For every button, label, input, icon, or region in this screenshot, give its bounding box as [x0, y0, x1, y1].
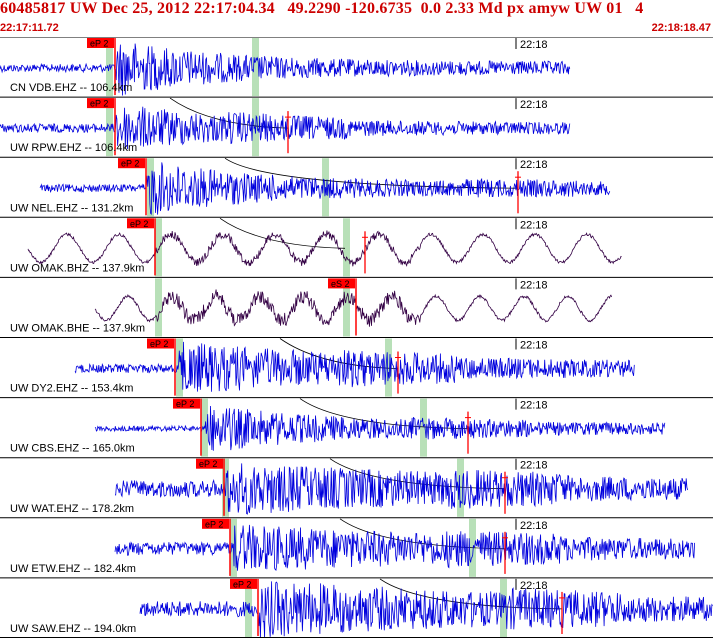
minute-label: 22:18: [520, 159, 548, 171]
waveform-trace[interactable]: [114, 463, 688, 515]
phase-pick-label: eP 2: [121, 159, 139, 169]
minute-label: 22:18: [520, 520, 548, 532]
minute-label: 22:18: [520, 219, 548, 231]
station-label: UW DY2.EHZ -- 153.4km: [10, 383, 133, 395]
waveform-trace[interactable]: [74, 341, 635, 392]
time-window-marker: [147, 158, 154, 217]
trace-panel[interactable]: 22:18 eP 2 CN VDB.EHZ -- 106.4km: [0, 37, 713, 97]
station-label: UW OMAK.BHZ -- 137.9km: [10, 262, 144, 274]
waveform-trace[interactable]: [114, 524, 695, 571]
phase-pick-label: eP 2: [90, 99, 108, 109]
trace-panel[interactable]: 22:18 eP 2 UW NEL.EHZ -- 131.2km: [0, 156, 713, 217]
trace-panel[interactable]: 22:18 eP 2 UW OMAK.BHZ -- 137.9km: [0, 216, 713, 277]
trace-panel[interactable]: 22:18 eP 2 UW ETW.EHZ -- 182.4km: [0, 517, 713, 577]
time-window-marker: [385, 338, 392, 397]
station-label: CN VDB.EHZ -- 106.4km: [10, 82, 132, 94]
trace-panel[interactable]: 22:18 eP 2 UW DY2.EHZ -- 153.4km: [0, 337, 713, 397]
waveform-trace[interactable]: [94, 289, 612, 327]
time-window-marker: [343, 278, 350, 337]
minute-label: 22:18: [520, 99, 548, 111]
phase-pick-label: eP 2: [90, 39, 108, 49]
phase-pick-flag[interactable]: [328, 278, 355, 289]
phase-pick-flag[interactable]: [87, 38, 114, 48]
minute-label: 22:18: [520, 279, 548, 291]
waveform-trace[interactable]: [39, 162, 611, 215]
seismogram-header: 60485817 UW Dec 25, 2012 22:17:04.34 49.…: [0, 0, 713, 36]
waveform-trace[interactable]: [139, 581, 713, 638]
phase-pick-flag[interactable]: [230, 578, 257, 589]
station-label: UW RPW.EHZ -- 106.4km: [10, 142, 137, 154]
phase-pick-flag[interactable]: [173, 398, 200, 409]
trace-panel[interactable]: 22:18 eP 2 UW RPW.EHZ -- 106.4km: [0, 96, 713, 157]
station-label: UW OMAK.BHE -- 137.9km: [10, 323, 145, 335]
event-title: 60485817 UW Dec 25, 2012 22:17:04.34 49.…: [0, 0, 644, 17]
waveform-trace[interactable]: [27, 230, 622, 267]
time-window-marker: [343, 218, 350, 277]
waveform-trace[interactable]: [0, 106, 571, 150]
phase-pick-label: eS 2: [331, 279, 350, 289]
phase-pick-label: eP 2: [199, 459, 217, 469]
phase-pick-label: eP 2: [130, 219, 148, 229]
trace-panel[interactable]: 22:18 eP 2 UW SAW.EHZ -- 194.0km: [0, 577, 713, 638]
waveform-trace[interactable]: [0, 43, 571, 96]
time-window-marker: [420, 398, 427, 457]
minute-label: 22:18: [520, 580, 548, 592]
minute-label: 22:18: [520, 400, 548, 412]
station-label: UW WAT.EHZ -- 178.2km: [10, 503, 134, 515]
time-window-marker: [252, 38, 259, 97]
phase-pick-flag[interactable]: [196, 458, 223, 469]
trace-panel[interactable]: 22:18 eP 2 UW CBS.EHZ -- 165.0km: [0, 397, 713, 457]
minute-label: 22:18: [520, 460, 548, 472]
seismogram-traces[interactable]: 22:18 eP 2 CN VDB.EHZ -- 106.4km 22:18 eP 2 U…: [0, 37, 713, 638]
station-label: UW ETW.EHZ -- 182.4km: [10, 563, 136, 575]
phase-pick-label: eP 2: [176, 399, 194, 409]
moveout-curve: [219, 217, 346, 249]
station-label: UW NEL.EHZ -- 131.2km: [10, 202, 133, 214]
trace-panel[interactable]: 22:18 eS 2 UW OMAK.BHE -- 137.9km: [0, 276, 713, 337]
station-label: UW CBS.EHZ -- 165.0km: [10, 443, 135, 455]
window-start-time: 22:17:11.72: [0, 22, 59, 34]
moveout-curve: [339, 518, 506, 550]
phase-pick-flag[interactable]: [118, 158, 145, 169]
moveout-curve: [329, 458, 506, 490]
minute-label: 22:18: [520, 39, 548, 51]
time-window-marker: [155, 278, 162, 337]
time-window-marker: [155, 218, 162, 277]
window-end-time: 22:18:18.47: [651, 22, 711, 34]
phase-pick-label: eP 2: [233, 579, 251, 589]
phase-pick-label: eP 2: [150, 339, 168, 349]
phase-pick-label: eP 2: [205, 519, 223, 529]
trace-panel[interactable]: 22:18 eP 2 UW WAT.EHZ -- 178.2km: [0, 457, 713, 517]
time-window-marker: [176, 338, 183, 397]
moveout-curve: [224, 157, 519, 189]
station-label: UW SAW.EHZ -- 194.0km: [10, 623, 136, 635]
minute-label: 22:18: [520, 340, 548, 352]
phase-pick-flag[interactable]: [87, 98, 114, 109]
waveform-trace[interactable]: [94, 405, 666, 451]
phase-pick-flag[interactable]: [127, 218, 154, 229]
phase-pick-flag[interactable]: [202, 518, 229, 529]
time-window-marker: [457, 458, 464, 517]
phase-pick-flag[interactable]: [147, 338, 174, 349]
